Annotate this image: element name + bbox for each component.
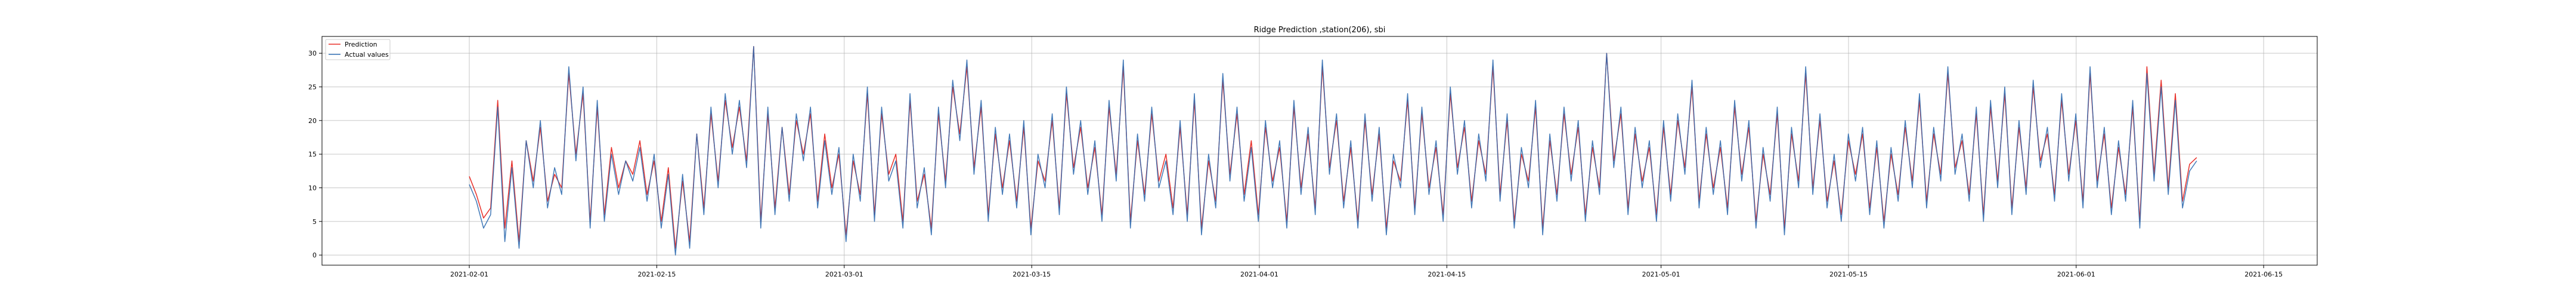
x-tick-label: 2021-04-01	[1240, 271, 1278, 278]
legend-label-prediction: Prediction	[345, 41, 377, 48]
x-axis: 2021-02-01 2021-02-15 2021-03-01 2021-03-15…	[450, 265, 2283, 278]
plot-area-frame	[321, 36, 2318, 266]
x-tick-label: 2021-02-01	[450, 271, 488, 278]
y-tick-label: 0	[312, 251, 317, 259]
x-tick-label: 2021-06-01	[2057, 271, 2095, 278]
y-axis: 0 5 10 15 20 25 30	[308, 50, 322, 259]
y-tick-label: 10	[308, 184, 317, 192]
x-tick-label: 2021-05-15	[1829, 271, 1868, 278]
series-line-actual-values	[469, 46, 2197, 256]
x-tick-label: 2021-03-15	[1013, 271, 1051, 278]
x-tick-label: 2021-02-15	[637, 271, 676, 278]
x-tick-label: 2021-04-15	[1428, 271, 1466, 278]
legend: Prediction Actual values	[325, 39, 391, 60]
x-tick-label: 2021-03-01	[825, 271, 863, 278]
series-layer	[469, 46, 2197, 256]
x-tick-label: 2021-05-01	[1642, 271, 1680, 278]
y-tick-label: 30	[308, 50, 317, 57]
legend-box	[325, 39, 391, 60]
y-tick-label: 15	[308, 150, 317, 158]
legend-label-actual-values: Actual values	[345, 51, 389, 59]
y-tick-label: 25	[308, 83, 317, 91]
x-tick-label: 2021-06-15	[2244, 271, 2283, 278]
y-tick-label: 5	[312, 218, 317, 226]
y-tick-label: 20	[308, 117, 317, 125]
chart-title: Ridge Prediction ,station(206), sbi	[1254, 26, 1386, 35]
